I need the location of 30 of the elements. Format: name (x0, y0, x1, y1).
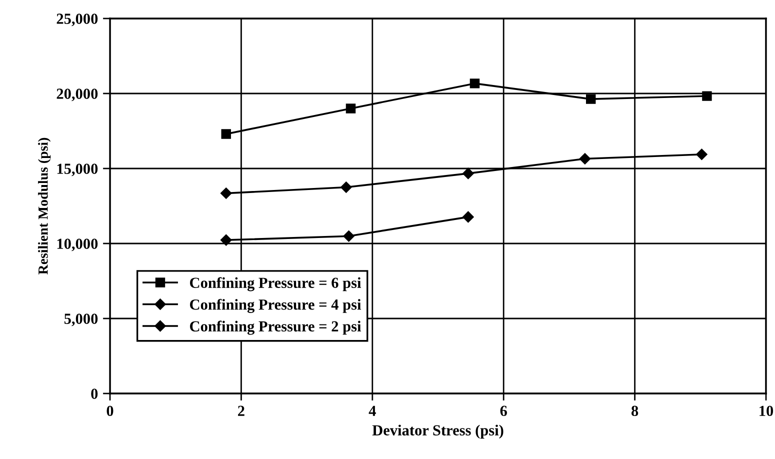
point (346, 104, 356, 114)
point (470, 78, 480, 88)
x-tick-label: 0 (106, 406, 114, 416)
legend-label: Confining Pressure = 6 psi (190, 277, 362, 292)
y-tick-label: 0 (91, 388, 98, 399)
point (586, 94, 596, 104)
point (462, 168, 474, 180)
y-tick-label: 25,000 (56, 14, 98, 26)
legend-label: Confining Pressure = 2 psi (190, 320, 362, 335)
y-tick-label: 20,000 (56, 88, 98, 102)
y-axis-title: Resilient Modulus (psi) (38, 138, 51, 274)
point (462, 211, 474, 223)
x-tick-label: 10 (760, 406, 774, 416)
x-tick-label: 4 (368, 406, 376, 416)
x-tick-label: 8 (631, 406, 638, 416)
y-tick-label: 5,000 (64, 314, 98, 326)
point (343, 230, 354, 242)
point (579, 153, 591, 164)
x-axis-title: Deviator Stress (psi) (372, 424, 504, 439)
point (220, 234, 232, 246)
point (340, 182, 352, 193)
x-tick-label: 2 (238, 406, 244, 416)
point (220, 188, 232, 199)
legend-label: Confining Pressure = 4 psi (190, 298, 362, 313)
point (702, 91, 712, 101)
point (696, 148, 708, 160)
y-tick-label: 15,000 (57, 164, 98, 176)
point (221, 129, 231, 139)
x-tick-label: 6 (500, 406, 507, 416)
y-tick-label: 10,000 (57, 238, 98, 252)
